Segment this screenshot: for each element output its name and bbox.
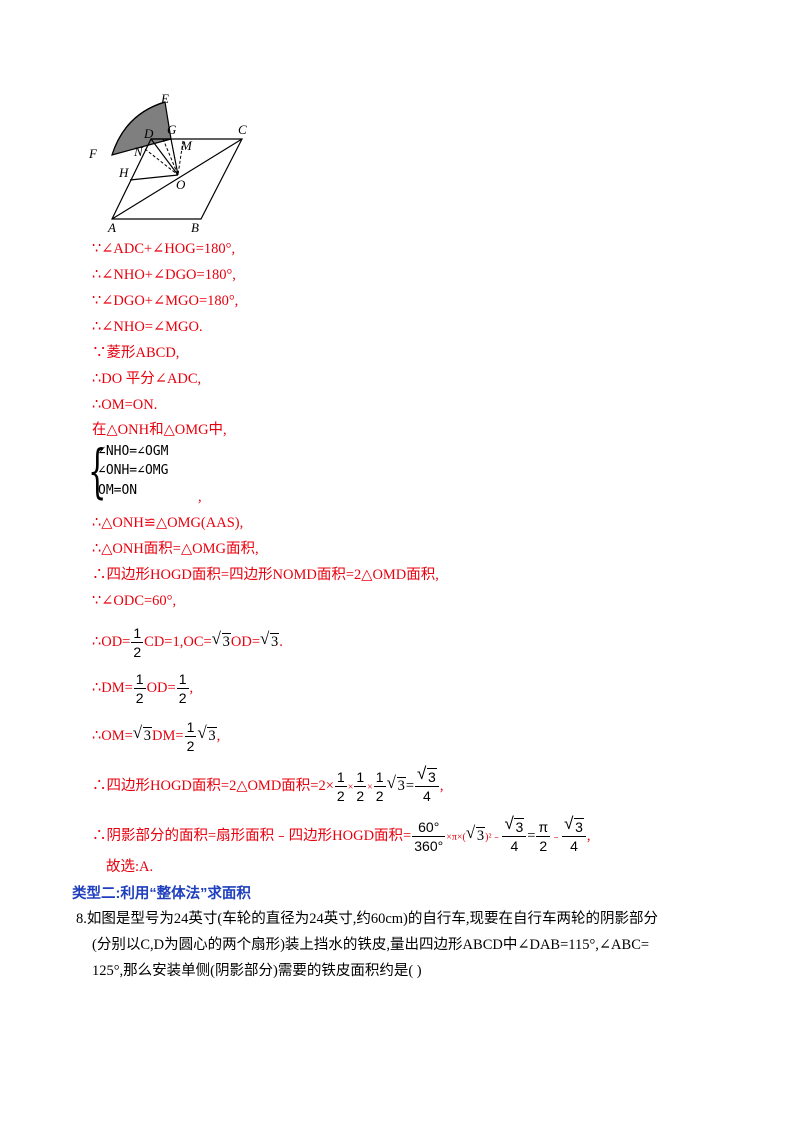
proof-line-12: ∴四边形HOGD面积=四边形NOMD面积=2△OMD面积, (92, 567, 439, 583)
label-a: A (107, 220, 116, 234)
fraction-60-over-360: 60° 360° (412, 819, 446, 854)
proof-line-10: ∴△ONH≌△OMG(AAS), (92, 515, 244, 531)
area-line: ∴四边形HOGD面积=2△OMD面积=2×12×12×123=34, (92, 765, 443, 805)
proof-line-11: ∴△ONH面积=△OMG面积, (92, 541, 259, 557)
left-brace: { (88, 437, 107, 505)
proof-line-5: ∵菱形ABCD, (92, 345, 180, 361)
proof-line-13: ∵∠ODC=60°, (92, 593, 177, 609)
system-comma: , (198, 489, 202, 505)
label-e: E (160, 92, 169, 106)
fraction-sqrt3-over-4: 34 (562, 815, 586, 855)
rhombus-sector-diagram: E D G C F N M H O A B (88, 92, 247, 234)
sqrt-3: 3 (133, 724, 153, 745)
label-g: G (167, 122, 177, 137)
system-eq-2: ∠ONH=∠OMG (98, 463, 169, 478)
geometry-figure: E D G C F N M H O A B (85, 92, 265, 234)
label-n: N (133, 144, 144, 159)
om-line: ∴OM=3DM=123, (92, 718, 220, 755)
problem-line-2: (分别以C,D为圆心的两个扇形)装上挡水的铁皮,量出四边形ABCD中∠DAB=1… (92, 937, 650, 953)
system-eq-3: OM=ON (98, 483, 138, 498)
diagonal-ac (111, 138, 243, 220)
section-heading: 类型二:利用“整体法”求面积 (72, 886, 251, 902)
diagonal-do (150, 138, 179, 176)
proof-line-6: ∴DO 平分∠ADC, (92, 371, 202, 387)
fraction-sqrt3-over-4: 34 (415, 765, 439, 805)
proof-line-2: ∴∠NHO+∠DGO=180°, (92, 267, 236, 283)
sqrt-3: 3 (197, 724, 217, 745)
label-f: F (88, 146, 98, 161)
problem-line-3: 125°,那么安装单侧(阴影部分)需要的铁皮面积约是( ) (92, 963, 422, 979)
proof-line-7: ∴OM=ON. (92, 397, 158, 413)
sqrt-3: 3 (387, 774, 406, 795)
sqrt-3: 3 (466, 824, 486, 845)
label-d: D (143, 126, 154, 141)
shaded-area-line: ∴阴影部分的面积=扇形面积﹣四边形HOGD面积=60°360°×π×(3)²﹣3… (92, 815, 591, 855)
proof-line-1: ∵∠ADC+∠HOG=180°, (92, 241, 236, 257)
label-m: M (180, 138, 193, 153)
system-eq-1: ∠NHO=∠OGM (98, 444, 169, 459)
label-h: H (118, 165, 129, 180)
answer-line: 故选:A. (106, 859, 154, 875)
label-o: O (176, 177, 186, 192)
equation-system: { ∠NHO=∠OGM ∠ONH=∠OMG OM=ON (88, 442, 248, 502)
problem-line-1: 8.如图是型号为24英寸(车轮的直径为24英寸,约60cm)的自行车,现要在自行… (76, 911, 658, 927)
sqrt-3: 3 (212, 630, 231, 651)
proof-line-8: 在△ONH和△OMG中, (92, 422, 227, 438)
label-c: C (238, 122, 247, 137)
proof-line-4: ∴∠NHO=∠MGO. (92, 319, 203, 335)
fraction-sqrt3-over-4: 34 (502, 815, 527, 855)
label-b: B (191, 220, 199, 234)
dm-line: ∴DM= 1 2 OD= 1 2, (92, 671, 194, 706)
proof-line-3: ∵∠DGO+∠MGO=180°, (92, 293, 239, 309)
sqrt-3: 3 (260, 630, 280, 651)
